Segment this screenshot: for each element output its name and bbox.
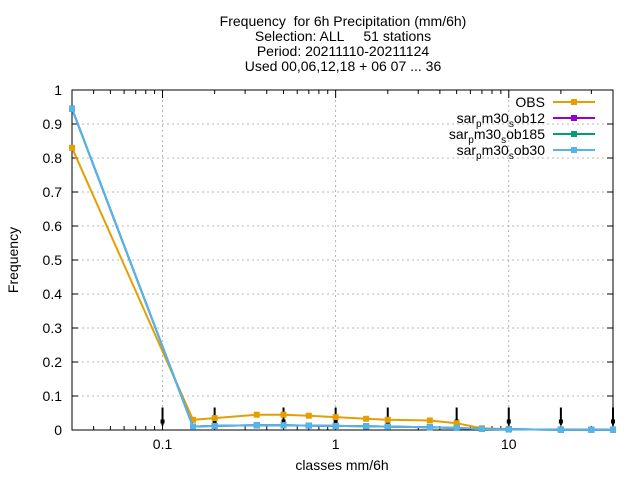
legend-label: sarpm30sob30 xyxy=(457,142,546,162)
series-line xyxy=(71,108,613,431)
data-point xyxy=(69,144,75,151)
data-point xyxy=(332,414,339,421)
y-tick-label: 0.5 xyxy=(43,252,63,268)
y-tick-label: 0.4 xyxy=(43,286,63,302)
y-tick-label: 0 xyxy=(54,422,62,438)
error-bar-point xyxy=(160,419,165,424)
error-bar-point xyxy=(281,419,286,424)
data-point xyxy=(305,422,312,429)
error-bar-point xyxy=(558,419,563,424)
x-tick-label: 10 xyxy=(501,436,517,452)
title-line: Used 00,06,12,18 + 06 07 ... 36 xyxy=(245,58,442,74)
legend-label: sarpm30sob185 xyxy=(449,126,545,146)
y-tick-label: 0.7 xyxy=(43,184,63,200)
data-point xyxy=(384,416,391,423)
data-point xyxy=(280,411,287,418)
y-tick-label: 0.6 xyxy=(43,218,63,234)
y-tick-label: 0.8 xyxy=(43,150,63,166)
y-tick-label: 0.1 xyxy=(43,388,63,404)
data-point xyxy=(588,426,595,433)
x-tick-label: 0.1 xyxy=(153,436,173,452)
data-point xyxy=(478,425,485,432)
data-point xyxy=(363,415,370,422)
data-point xyxy=(426,424,433,431)
y-tick-label: 0.9 xyxy=(43,116,63,132)
data-point xyxy=(211,415,218,422)
data-point xyxy=(253,422,260,429)
x-axis-label: classes mm/6h xyxy=(295,457,388,473)
y-tick-label: 0.2 xyxy=(43,354,63,370)
title-line: Period: 20211110-20211124 xyxy=(257,43,430,59)
data-point xyxy=(280,422,287,429)
error-bar-point xyxy=(506,419,511,424)
data-point xyxy=(610,426,616,433)
grid xyxy=(72,90,613,430)
data-point xyxy=(190,423,197,430)
legend-marker xyxy=(571,99,577,105)
data-point xyxy=(69,105,75,112)
axes: 0 0.1 0.2 0.3 0.4 0.5 0.6 0.7 0.8 0.9 1 0.1 1 10 xyxy=(43,82,614,452)
y-tick-label: 0.3 xyxy=(43,320,63,336)
data-point xyxy=(190,416,197,423)
series xyxy=(69,105,616,433)
title-line: Frequency for 6h Precipitation (mm/6h) xyxy=(220,13,467,29)
y-axis-label: Frequency xyxy=(5,227,21,293)
data-point xyxy=(384,423,391,430)
error-bar-point xyxy=(611,419,615,424)
legend-marker xyxy=(571,115,577,121)
legend-marker xyxy=(571,131,577,137)
data-point xyxy=(557,426,564,433)
series-line xyxy=(71,147,613,431)
data-point xyxy=(426,417,433,424)
data-point xyxy=(453,420,460,427)
data-point xyxy=(211,422,218,429)
data-point xyxy=(305,412,312,419)
error-bar-point xyxy=(212,419,217,424)
data-point xyxy=(363,423,370,430)
title-line: Selection: ALL 51 stations xyxy=(255,28,431,44)
y-tick-label: 1 xyxy=(54,82,62,98)
x-tick-label: 1 xyxy=(332,436,340,452)
data-point xyxy=(453,424,460,431)
error-bar-point xyxy=(333,419,338,424)
legend-label: OBS xyxy=(515,94,545,110)
data-point xyxy=(332,422,339,429)
data-point xyxy=(253,411,260,418)
chart-title: Frequency for 6h Precipitation (mm/6h)Se… xyxy=(220,13,467,74)
legend-marker xyxy=(571,147,577,153)
legend-label: sarpm30sob12 xyxy=(457,110,546,130)
data-point xyxy=(505,426,512,433)
